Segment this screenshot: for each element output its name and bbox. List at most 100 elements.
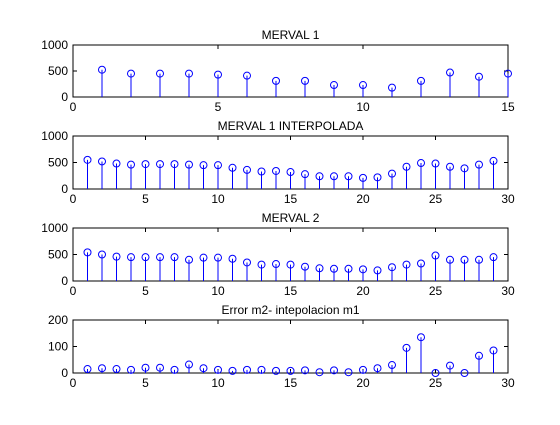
axes-frame [72,44,509,98]
stem-marker [373,266,382,275]
x-tick-label: 15 [284,284,298,298]
x-tick-label: 20 [356,376,370,390]
stem-marker [170,253,179,262]
stem-marker [228,254,237,263]
stem-marker [359,173,367,182]
stem-marker [199,253,208,262]
stem-marker [315,264,324,273]
stem-marker [112,365,121,374]
stem-marker [301,76,309,85]
subplot-4: Error m2- intepolacion m1 0 5 10 15 20 25 30 0 10… [48,303,515,390]
x-tick-label: 30 [501,192,515,206]
axes-frame [72,319,509,374]
stem-marker [257,365,266,374]
stem-marker [286,260,295,269]
stem-marker [228,366,237,375]
y-tick-label: 0 [61,274,68,288]
x-tick-label: 15 [284,192,298,206]
stem-marker [272,260,280,269]
subplot-title: MERVAL 1 [262,28,320,42]
stem-marker [359,365,367,374]
stem-marker [417,333,425,342]
stem-marker [98,250,106,259]
stem-marker [185,255,193,264]
stem-marker [127,365,135,374]
stem-marker [330,172,338,181]
x-tick-label: 25 [429,192,443,206]
stem-marker [170,160,179,169]
x-tick-label: 10 [211,376,225,390]
stem-marker [315,368,324,377]
stem-marker [402,343,411,352]
stem-marker [214,70,222,79]
stem-marker [243,71,251,80]
stem-marker [301,366,309,375]
stem-marker [257,167,266,176]
x-tick-label: 10 [356,100,370,114]
stem-marker [431,369,440,377]
stem-marker [98,157,106,166]
stem-marker [141,363,150,372]
stem-marker [112,159,121,168]
stem-marker [373,364,382,373]
stem-marker [330,366,338,375]
stem-marker [185,360,193,369]
y-tick-label: 500 [48,156,68,170]
stem-marker [214,253,222,262]
stem-marker [83,248,92,257]
stem-marker [359,265,367,274]
stem-marker [170,365,179,374]
y-tick-label: 100 [48,340,68,354]
x-tick-label: 15 [501,100,515,114]
stem-marker [315,172,324,181]
subplot-title: Error m2- intepolacion m1 [221,303,359,317]
stem-marker [504,69,512,78]
x-tick-label: 0 [70,376,77,390]
stem-marker [388,263,396,272]
subplot-2: MERVAL 1 INTERPOLADA 0 5 10 15 20 25 30 0 500 1000 [41,119,515,206]
stem-marker [301,262,309,271]
stem-marker [243,165,251,174]
stem-marker [475,160,483,169]
stem-marker [402,260,411,269]
stem-marker [272,76,280,85]
x-tick-label: 0 [70,100,77,114]
stem-marker [330,264,338,273]
stem-marker [83,155,92,164]
x-tick-label: 30 [501,376,515,390]
stem-marker [141,160,150,169]
stem-marker [156,160,164,169]
stem-marker [344,264,353,273]
stem-marker [112,252,121,261]
stem-marker [98,65,106,74]
stem-marker [446,255,454,264]
stem-marker [156,363,164,372]
stem-marker [185,160,193,169]
y-tick-label: 1000 [41,129,68,143]
y-tick-label: 1000 [41,38,68,52]
stem-marker [431,159,440,168]
stem-marker [489,346,498,355]
x-tick-label: 20 [356,192,370,206]
stem-marker [228,163,237,172]
stem-marker [156,69,164,78]
stem-marker [330,81,338,90]
subplot-title: MERVAL 1 INTERPOLADA [218,119,364,133]
stem-marker [475,255,483,264]
stem-marker [388,361,396,370]
stem-marker [344,368,353,377]
stem-marker [272,366,280,375]
x-tick-label: 5 [142,284,149,298]
y-tick-label: 0 [61,366,68,380]
x-tick-label: 25 [429,376,443,390]
stem-marker [257,260,266,269]
stem-marker [388,83,396,92]
stem-marker [127,253,135,262]
stem-marker [417,259,425,268]
stem-marker [141,253,150,262]
stem-marker [489,156,498,165]
x-tick-label: 0 [70,284,77,298]
stem-marker [359,81,367,90]
stem-marker [475,72,483,81]
